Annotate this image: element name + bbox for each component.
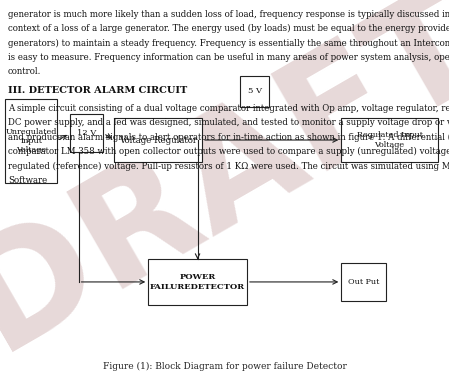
Text: Regulated Input
Voltage: Regulated Input Voltage	[357, 131, 423, 149]
Text: Voltage Regulator: Voltage Regulator	[119, 136, 197, 144]
Text: comparator LM 358 with open collector outputs were used to compare a supply (unr: comparator LM 358 with open collector ou…	[8, 147, 449, 156]
Text: Out Put: Out Put	[348, 278, 379, 286]
Text: is easy to measure. Frequency information can be useful in many areas of power s: is easy to measure. Frequency informatio…	[8, 53, 449, 62]
Text: 5 V: 5 V	[248, 88, 262, 95]
Text: generator is much more likely than a sudden loss of load, frequency response is : generator is much more likely than a sud…	[8, 10, 449, 19]
Text: DC power supply, and a led was designed, simulated, and tested to monitor a supp: DC power supply, and a led was designed,…	[8, 118, 449, 127]
Text: Software: Software	[8, 176, 47, 185]
Text: A simple circuit consisting of a dual voltage comparator integrated with Op amp,: A simple circuit consisting of a dual vo…	[8, 104, 449, 112]
FancyBboxPatch shape	[341, 118, 438, 162]
Text: regulated (reference) voltage. Pull-up resistors of 1 KΩ were used. The circuit : regulated (reference) voltage. Pull-up r…	[8, 162, 449, 171]
FancyBboxPatch shape	[114, 118, 202, 162]
Text: Figure (1): Block Diagram for power failure Detector: Figure (1): Block Diagram for power fail…	[102, 362, 347, 371]
Text: Unregulated
Input
Voltage: Unregulated Input Voltage	[5, 128, 57, 154]
FancyBboxPatch shape	[5, 99, 57, 183]
Text: and produce an alarm signals to alert operators for in-time action as shown in f: and produce an alarm signals to alert op…	[8, 133, 449, 142]
Text: POWER
FAILUREDETECTOR: POWER FAILUREDETECTOR	[150, 273, 245, 291]
Text: III. DETECTOR ALARM CIRCUIT: III. DETECTOR ALARM CIRCUIT	[8, 86, 187, 95]
FancyBboxPatch shape	[341, 263, 386, 301]
FancyBboxPatch shape	[240, 76, 269, 107]
Text: 12 V: 12 V	[77, 130, 96, 137]
Text: context of a loss of a large generator. The energy used (by loads) must be equal: context of a loss of a large generator. …	[8, 24, 449, 33]
Text: generators) to maintain a steady frequency. Frequency is essentially the same th: generators) to maintain a steady frequen…	[8, 38, 449, 48]
FancyBboxPatch shape	[148, 259, 247, 305]
Text: control.: control.	[8, 67, 41, 77]
FancyBboxPatch shape	[70, 114, 103, 152]
